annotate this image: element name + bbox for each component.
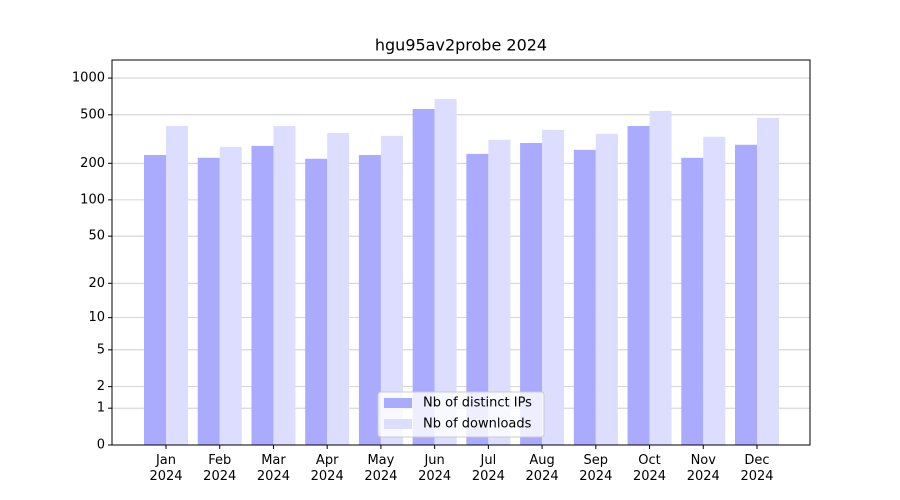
x-tick-label: Nov 2024 — [686, 453, 720, 484]
legend-swatch — [384, 419, 412, 429]
chart-title: hgu95av2probe 2024 — [375, 36, 547, 55]
x-tick-label: Jul 2024 — [471, 453, 505, 484]
x-tick-label: Sep 2024 — [579, 453, 613, 484]
y-tick-label: 200 — [80, 156, 105, 171]
bar — [305, 158, 328, 446]
x-tick-label: Apr 2024 — [310, 453, 344, 484]
x-tick-label: Aug 2024 — [525, 453, 559, 484]
bar — [197, 157, 220, 445]
bar — [595, 133, 618, 445]
legend-label: Nb of downloads — [423, 417, 532, 432]
bar — [627, 125, 650, 446]
bar — [488, 139, 511, 445]
y-tick-label: 10 — [88, 310, 105, 325]
y-tick-label: 100 — [80, 192, 105, 207]
bar — [466, 153, 489, 445]
y-tick-label: 1 — [97, 401, 105, 416]
bar — [380, 135, 403, 445]
x-tick-label: Mar 2024 — [256, 453, 290, 484]
bar — [273, 125, 296, 446]
bar — [412, 108, 435, 445]
legend-swatch — [384, 398, 412, 408]
bar — [327, 132, 350, 445]
bar — [520, 142, 543, 445]
bar — [703, 136, 726, 445]
bar — [573, 149, 596, 446]
plot-frame — [111, 59, 811, 446]
bar — [434, 98, 457, 445]
x-tick-label: May 2024 — [364, 453, 398, 484]
bar — [251, 145, 274, 445]
y-tick-label: 5 — [97, 342, 105, 357]
x-tick-label: Feb 2024 — [203, 453, 237, 484]
bar — [681, 157, 704, 445]
bar — [649, 110, 672, 446]
y-tick-label: 1000 — [72, 71, 105, 86]
x-tick-label: Jan 2024 — [149, 453, 183, 484]
y-tick-label: 500 — [80, 107, 105, 122]
bar — [144, 155, 166, 446]
x-tick-label: Oct 2024 — [632, 453, 667, 484]
bar — [166, 125, 188, 446]
bar — [735, 144, 757, 445]
y-tick-label: 50 — [88, 229, 105, 244]
bar — [358, 155, 381, 446]
bar — [757, 117, 779, 446]
bar — [219, 146, 242, 445]
legend-label: Nb of distinct IPs — [423, 396, 532, 411]
legend-box — [377, 391, 545, 438]
bar — [542, 129, 565, 446]
y-tick-label: 20 — [88, 276, 105, 291]
y-tick-label: 0 — [97, 438, 105, 453]
x-tick-label: Jun 2024 — [418, 453, 452, 484]
x-tick-label: Dec 2024 — [740, 453, 774, 484]
y-tick-label: 2 — [97, 379, 105, 394]
